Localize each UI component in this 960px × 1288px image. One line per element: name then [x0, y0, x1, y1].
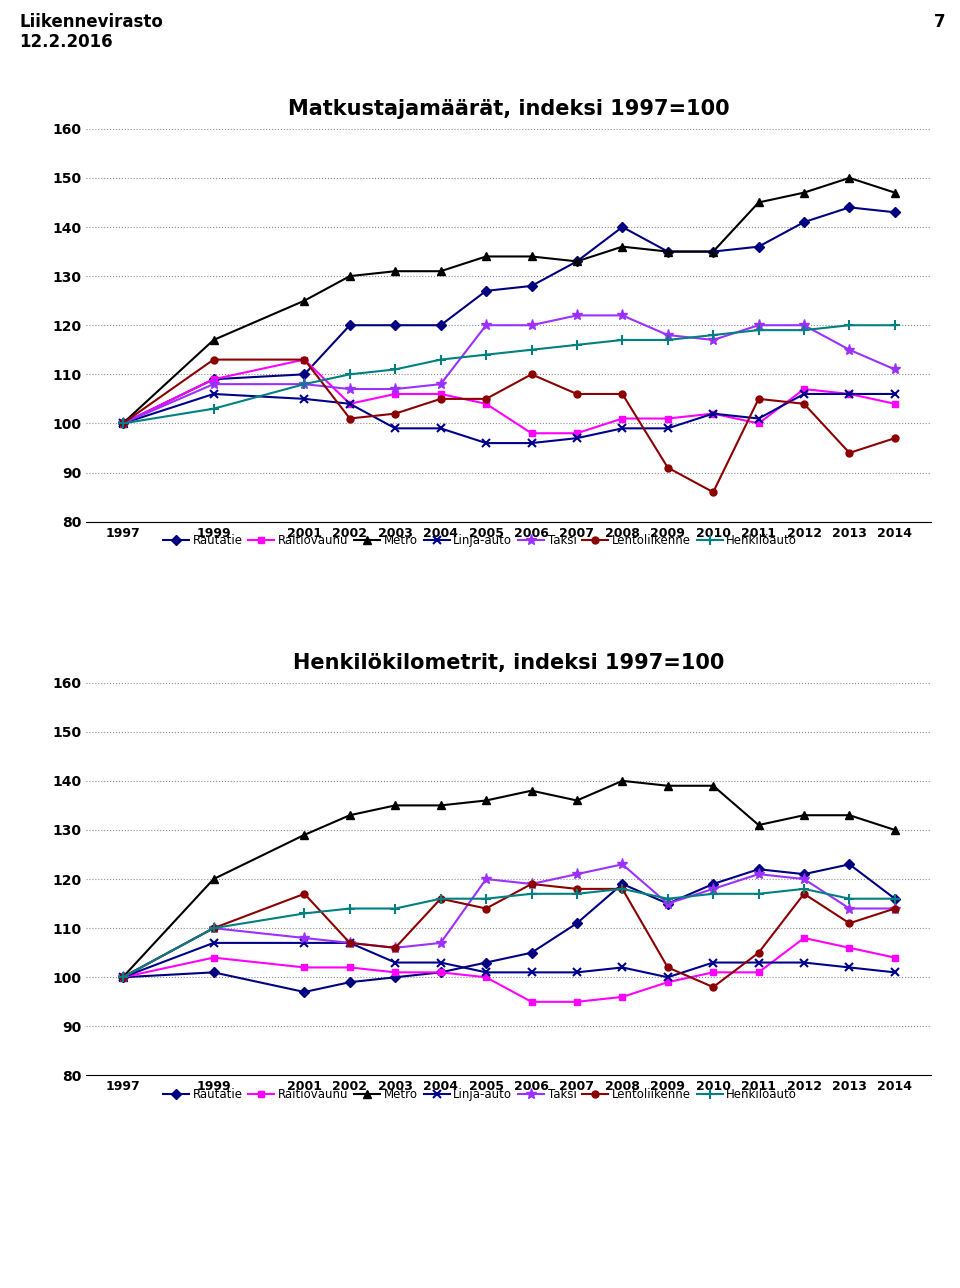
- Title: Henkilökilometrit, indeksi 1997=100: Henkilökilometrit, indeksi 1997=100: [293, 653, 725, 672]
- Text: 12.2.2016: 12.2.2016: [19, 33, 113, 52]
- Legend: Rautatie, Raitiovaunu, Metro, Linja-auto, Taksi, Lentoliikenne, Henkilöauto: Rautatie, Raitiovaunu, Metro, Linja-auto…: [163, 1088, 797, 1101]
- Text: 7: 7: [934, 13, 946, 31]
- Legend: Rautatie, Raitiovaunu, Metro, Linja-auto, Taksi, Lentoliikenne, Henkilöauto: Rautatie, Raitiovaunu, Metro, Linja-auto…: [163, 535, 797, 547]
- Text: Liikennevirasto: Liikennevirasto: [19, 13, 163, 31]
- Title: Matkustajamäärät, indeksi 1997=100: Matkustajamäärät, indeksi 1997=100: [288, 99, 730, 118]
